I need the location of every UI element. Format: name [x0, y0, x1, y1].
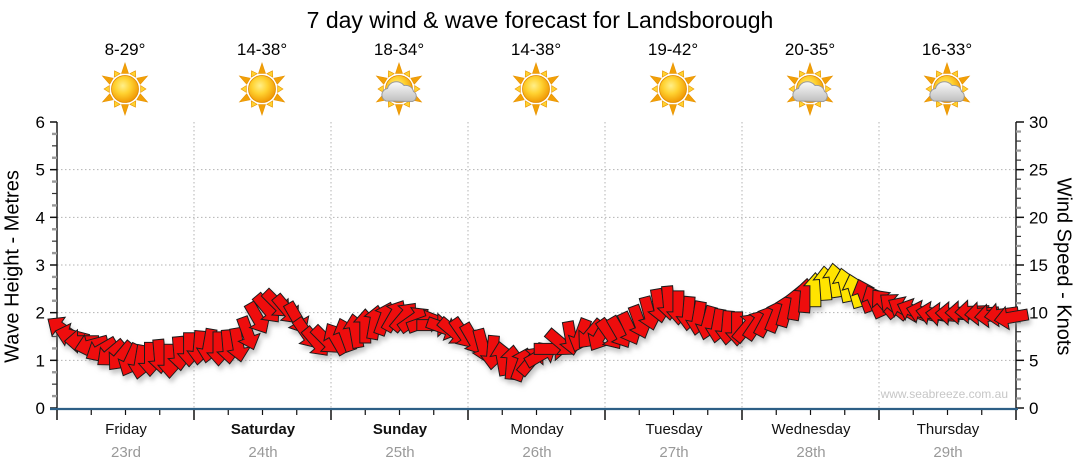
forecast-day-2: 18-34°: [339, 40, 459, 121]
right-axis-title: Wind Speed - Knots: [1052, 177, 1075, 356]
forecast-day-0: 8-29°: [65, 40, 185, 121]
svg-text:6: 6: [36, 113, 45, 132]
svg-text:0: 0: [36, 399, 45, 418]
temp-range-label: 8-29°: [104, 40, 146, 59]
temp-range-label: 18-34°: [373, 40, 425, 59]
svg-text:5: 5: [1029, 351, 1038, 370]
day-date-label: 25th: [385, 444, 415, 461]
watermark-link: www.seabreeze.com.au: [880, 387, 1008, 401]
svg-text:10: 10: [1029, 304, 1048, 323]
day-date-label: 29th: [933, 444, 963, 461]
day-date-label: 23rd: [110, 444, 142, 461]
day-name-label: Thursday: [916, 421, 980, 438]
svg-text:30: 30: [1029, 113, 1048, 132]
temp-range-label: 14-38°: [236, 40, 288, 59]
day-name-label: Tuesday: [645, 421, 703, 438]
day-name-label: Wednesday: [771, 421, 851, 438]
svg-text:25: 25: [1029, 161, 1048, 180]
day-date-label: 26th: [522, 444, 552, 461]
day-name-label: Friday: [105, 421, 147, 438]
temp-range-label: 19-42°: [647, 40, 699, 59]
sunny-icon: [95, 62, 155, 116]
svg-text:20: 20: [1029, 208, 1048, 227]
svg-text:0: 0: [1029, 399, 1038, 418]
day-name-label: Saturday: [230, 421, 296, 438]
day-name-label: Sunday: [372, 421, 428, 438]
sunny-icon: [232, 62, 292, 116]
sun-cloud-icon: [917, 62, 977, 116]
sun-cloud-icon: [780, 62, 840, 116]
temp-range-label: 16-33°: [921, 40, 973, 59]
page-title: 7 day wind & wave forecast for Landsboro…: [306, 7, 774, 33]
svg-text:4: 4: [36, 208, 45, 227]
sunny-icon: [506, 62, 566, 116]
left-axis-title: Wave Height - Metres: [1, 170, 24, 363]
forecast-day-1: 14-38°: [202, 40, 322, 121]
svg-text:5: 5: [36, 161, 45, 180]
day-name-label: Monday: [510, 421, 564, 438]
forecast-day-4: 19-42°: [613, 40, 733, 121]
forecast-day-3: 14-38°: [476, 40, 596, 121]
sunny-icon: [643, 62, 703, 116]
day-date-label: 27th: [659, 444, 689, 461]
day-date-label: 28th: [796, 444, 826, 461]
svg-text:2: 2: [36, 304, 45, 323]
temp-range-label: 20-35°: [784, 40, 836, 59]
sun-cloud-icon: [369, 62, 429, 116]
forecast-day-6: 16-33°: [887, 40, 1007, 121]
svg-text:15: 15: [1029, 256, 1048, 275]
temp-range-label: 14-38°: [510, 40, 562, 59]
svg-text:1: 1: [36, 351, 45, 370]
day-date-label: 24th: [248, 444, 278, 461]
svg-text:3: 3: [36, 256, 45, 275]
forecast-day-5: 20-35°: [750, 40, 870, 121]
